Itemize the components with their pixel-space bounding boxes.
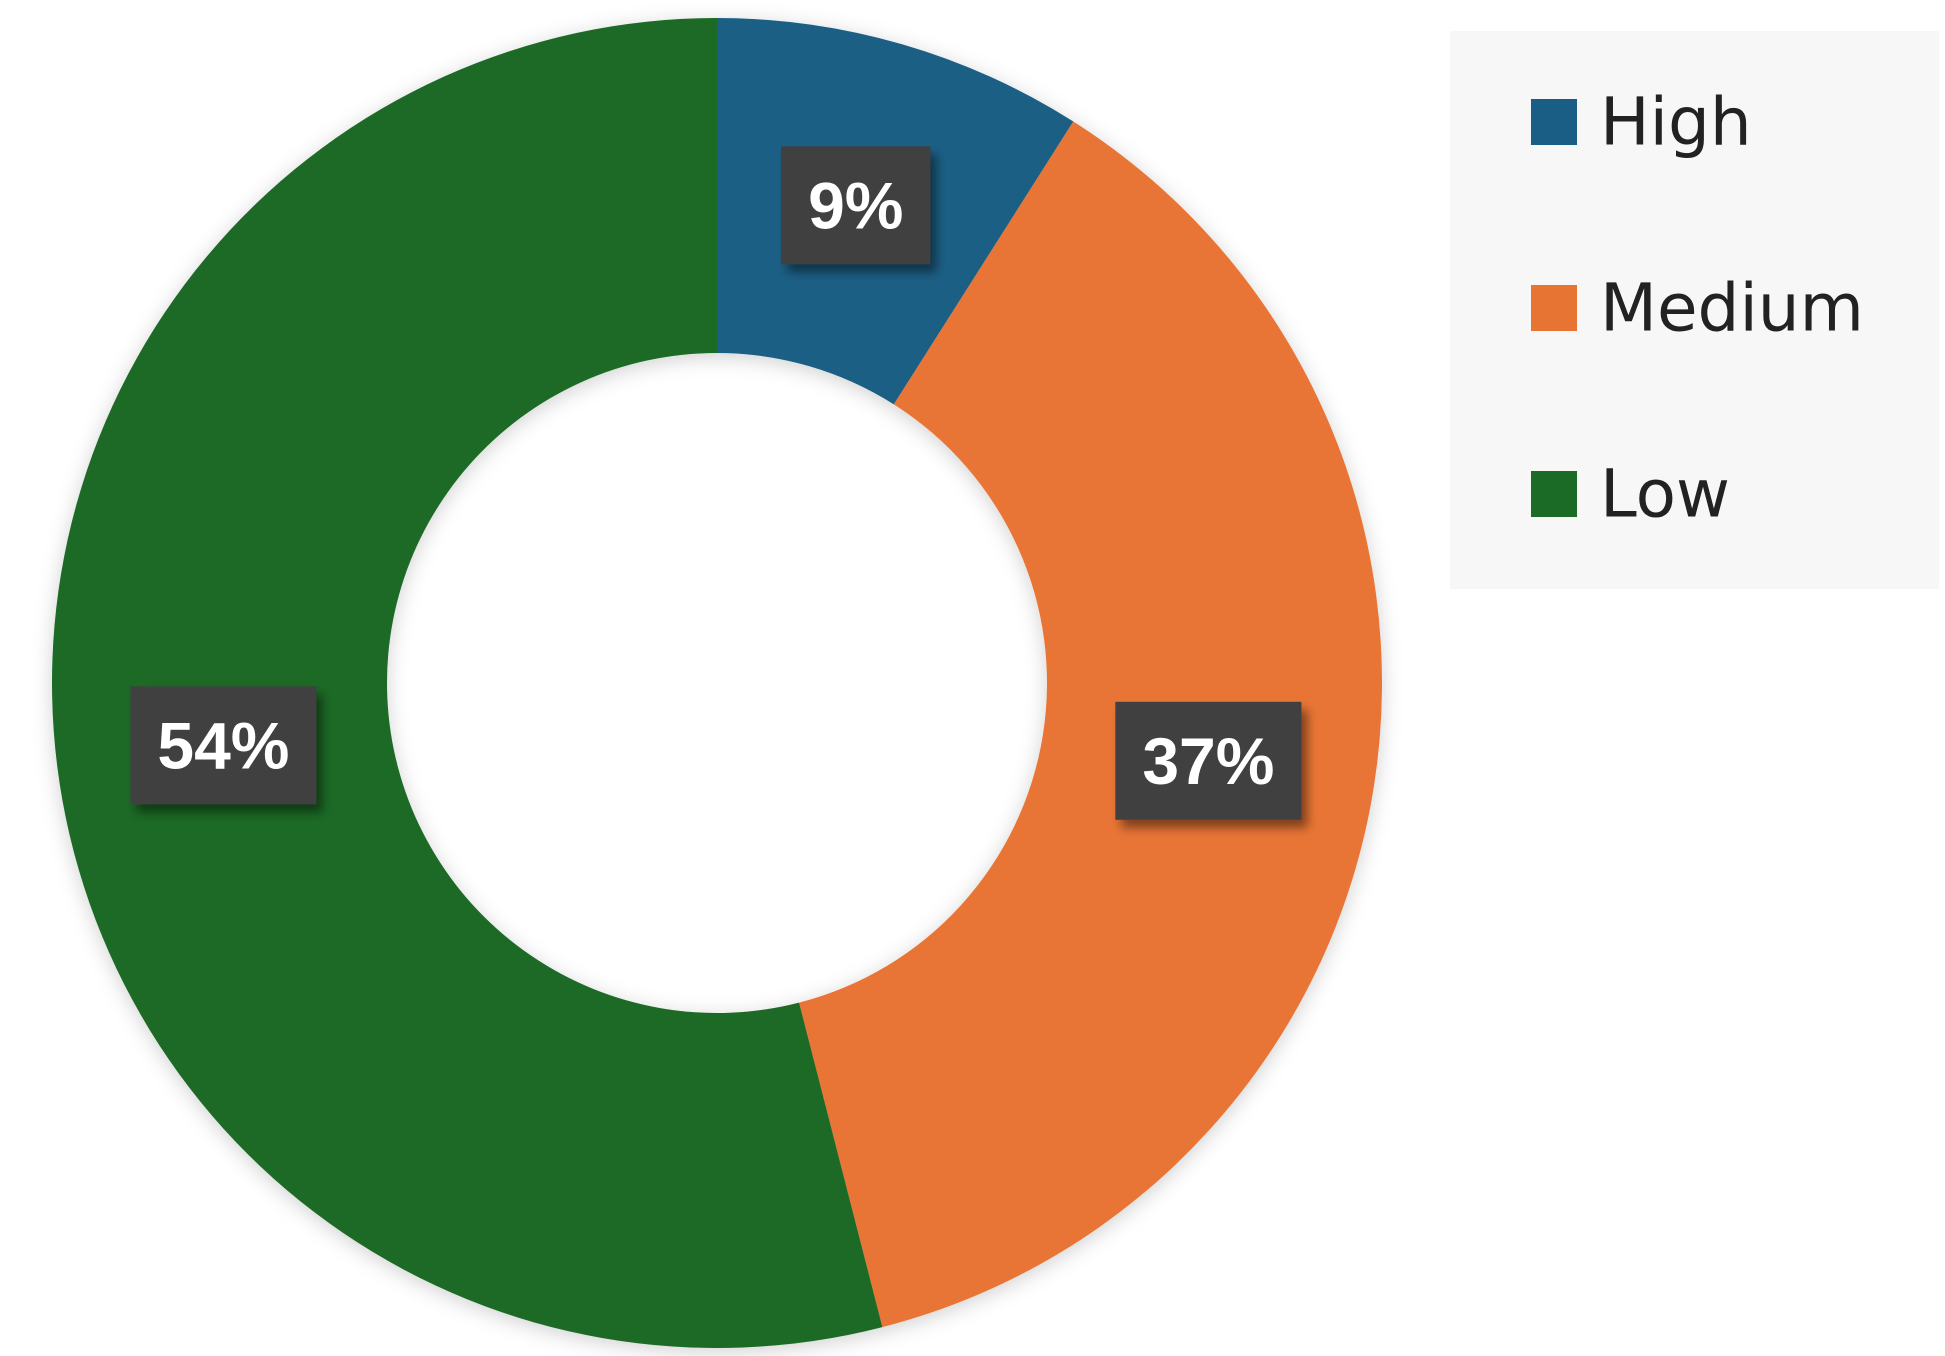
value-label: 54%	[130, 686, 317, 805]
value-label-text: 54%	[157, 708, 289, 782]
legend-swatch	[1531, 285, 1577, 331]
legend-swatch	[1531, 99, 1577, 145]
value-label-box	[781, 146, 931, 265]
donut	[52, 18, 1383, 1348]
value-label-box	[1115, 701, 1302, 820]
legend-label: Low	[1600, 456, 1730, 533]
value-label-text: 9%	[808, 168, 903, 242]
legend-label: High	[1600, 84, 1752, 161]
value-label: 9%	[781, 146, 931, 265]
value-label: 37%	[1115, 701, 1302, 820]
value-label-box	[130, 686, 317, 805]
legend: High Medium Low	[1531, 84, 1864, 533]
legend-label: Medium	[1600, 270, 1864, 347]
value-labels: 9% 37% 54%	[130, 146, 1302, 820]
legend-swatch	[1531, 471, 1577, 517]
donut-segment	[799, 121, 1383, 1328]
donut-segment	[52, 18, 883, 1348]
value-label-text: 37%	[1142, 724, 1274, 798]
